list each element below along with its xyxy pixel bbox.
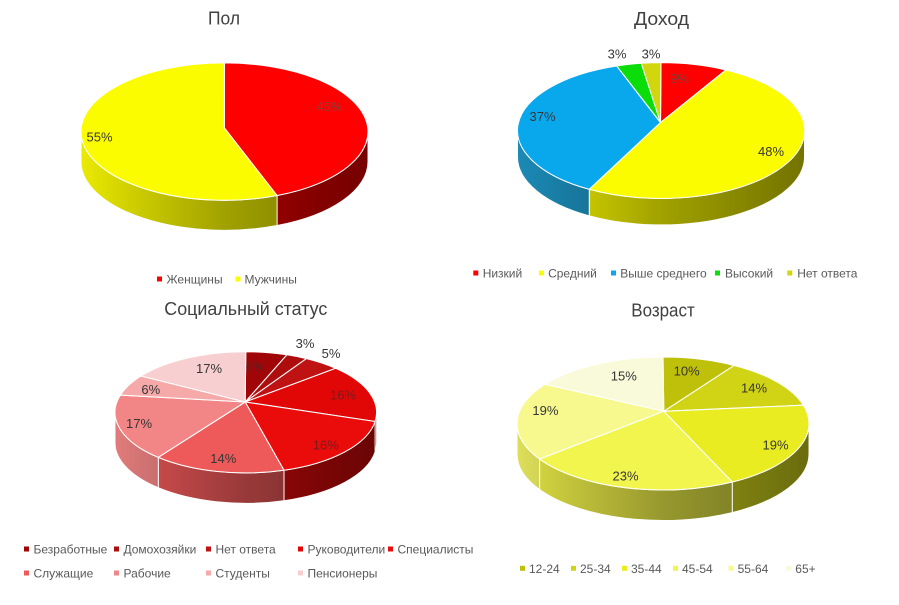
svg-text:6%: 6% [141, 382, 160, 397]
svg-text:Нет ответа: Нет ответа [797, 267, 858, 281]
svg-text:Доход: Доход [634, 9, 690, 29]
svg-text:3%: 3% [608, 47, 627, 62]
svg-text:Низкий: Низкий [483, 267, 523, 281]
svg-text:Специалисты: Специалисты [398, 543, 474, 557]
svg-text:16%: 16% [313, 438, 339, 453]
svg-text:17%: 17% [196, 361, 222, 376]
svg-text:3%: 3% [642, 47, 661, 62]
svg-text:6%: 6% [246, 359, 265, 374]
svg-text:Безработные: Безработные [34, 543, 108, 557]
svg-text:5%: 5% [322, 346, 341, 361]
svg-text:Домохозяйки: Домохозяйки [124, 543, 197, 557]
svg-text:14%: 14% [210, 451, 236, 466]
svg-text:25-34: 25-34 [580, 562, 611, 576]
svg-text:Руководители: Руководители [308, 543, 386, 557]
svg-text:Выше среднего: Выше среднего [620, 267, 707, 281]
svg-text:45%: 45% [316, 99, 342, 114]
svg-text:48%: 48% [758, 144, 784, 159]
svg-text:10%: 10% [674, 363, 700, 378]
svg-text:Пол: Пол [208, 9, 240, 29]
svg-text:37%: 37% [529, 109, 555, 124]
svg-text:55-64: 55-64 [738, 562, 769, 576]
svg-text:Служащие: Служащие [34, 567, 94, 581]
svg-text:Рабочие: Рабочие [124, 567, 172, 581]
svg-text:65+: 65+ [795, 562, 815, 576]
svg-text:Пенсионеры: Пенсионеры [308, 567, 378, 581]
svg-text:3%: 3% [296, 336, 315, 351]
svg-text:14%: 14% [741, 381, 767, 396]
svg-text:15%: 15% [611, 369, 637, 384]
svg-text:Мужчины: Мужчины [245, 273, 297, 287]
svg-text:16%: 16% [330, 388, 356, 403]
svg-text:Высокий: Высокий [725, 267, 773, 281]
svg-text:45-54: 45-54 [682, 562, 713, 576]
svg-text:9%: 9% [670, 71, 689, 86]
svg-text:Социальный статус: Социальный статус [164, 299, 327, 319]
svg-text:17%: 17% [126, 416, 152, 431]
svg-text:19%: 19% [762, 438, 788, 453]
svg-text:35-44: 35-44 [631, 562, 662, 576]
svg-text:Нет ответа: Нет ответа [216, 543, 277, 557]
svg-text:55%: 55% [86, 130, 112, 145]
svg-text:Студенты: Студенты [216, 567, 270, 581]
svg-text:12-24: 12-24 [529, 562, 560, 576]
svg-text:Средний: Средний [548, 267, 597, 281]
svg-text:Женщины: Женщины [167, 273, 223, 287]
svg-text:Возраст: Возраст [631, 301, 695, 321]
svg-text:19%: 19% [532, 403, 558, 418]
svg-text:23%: 23% [612, 469, 638, 484]
